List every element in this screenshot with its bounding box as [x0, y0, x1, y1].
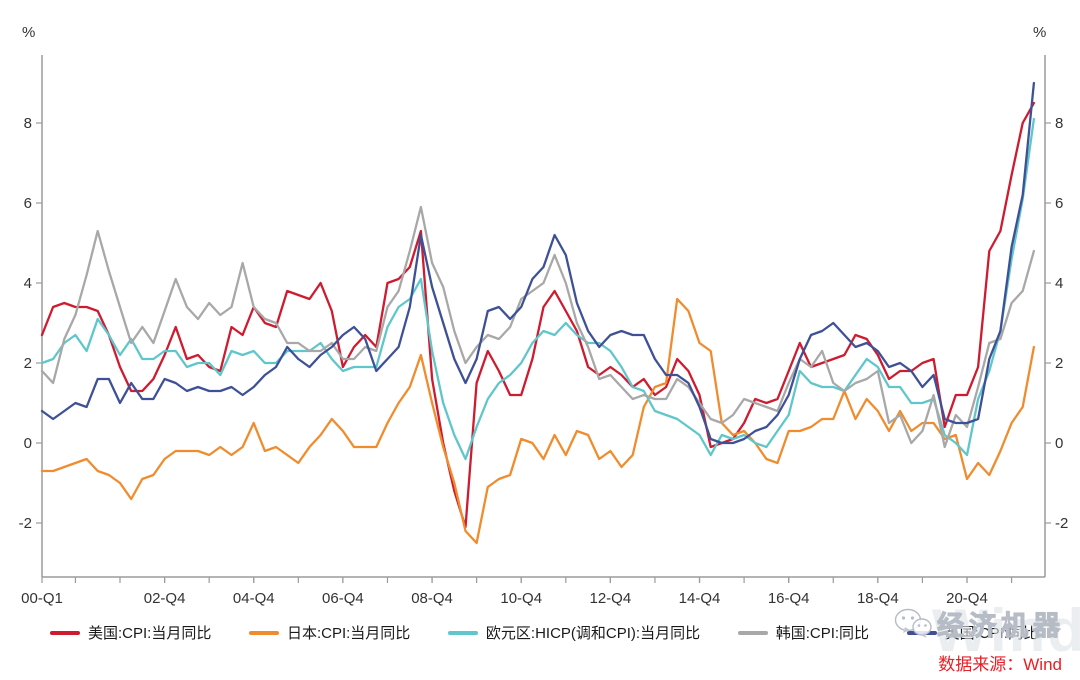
x-axis-tick-label: 10-Q4 — [500, 590, 542, 607]
x-axis-tick-label: 02-Q4 — [144, 590, 186, 607]
legend-label-us: 美国:CPI:当月同比 — [88, 625, 212, 642]
x-axis-tick-label: 06-Q4 — [322, 590, 364, 607]
x-axis-tick-label: 14-Q4 — [679, 590, 721, 607]
x-axis-tick-label: 16-Q4 — [768, 590, 810, 607]
y-axis-tick-label-right: 2 — [1055, 355, 1063, 372]
chart-legend: 美国:CPI:当月同比 日本:CPI:当月同比 欧元区:HICP(调和CPI):… — [50, 622, 1038, 643]
legend-swatch-japan — [248, 630, 279, 635]
x-axis-tick-label: 18-Q4 — [857, 590, 899, 607]
y-axis-tick-label-left: -2 — [19, 515, 32, 532]
data-source-note: 数据来源：Wind — [938, 655, 1062, 674]
right-axis-unit-label: % — [1033, 24, 1047, 41]
legend-swatch-eurozone — [447, 630, 478, 635]
y-axis-tick-label-right: 8 — [1055, 115, 1063, 132]
legend-item-us: 美国:CPI:当月同比 — [50, 622, 211, 643]
y-axis-tick-label-left: 4 — [24, 275, 32, 292]
series-line-1 — [40, 297, 1036, 545]
x-axis-tick-label: 04-Q4 — [233, 590, 275, 607]
y-axis-tick-label-right: 0 — [1055, 435, 1063, 452]
series-line-4 — [40, 81, 1036, 445]
legend-label-korea: 韩国:CPI:同比 — [775, 625, 870, 642]
y-axis-tick-label-left: 0 — [24, 435, 32, 452]
y-axis-tick-label-left: 8 — [24, 115, 32, 132]
left-axis-unit-label: % — [22, 24, 36, 41]
legend-swatch-us — [50, 630, 80, 635]
y-axis-tick-label-left: 6 — [24, 195, 32, 212]
legend-item-eurozone: 欧元区:HICP(调和CPI):当月同比 — [447, 622, 701, 643]
legend-label-uk: 英国:CPI:同比 — [944, 625, 1038, 642]
x-axis-tick-label: 08-Q4 — [411, 590, 453, 607]
wind-watermark: Wind — [931, 597, 1080, 664]
x-axis-tick-label: 20-Q4 — [946, 590, 988, 607]
legend-swatch-korea — [737, 630, 768, 635]
legend-label-eurozone: 欧元区:HICP(调和CPI):当月同比 — [485, 625, 701, 642]
series-line-0 — [40, 101, 1036, 529]
legend-label-japan: 日本:CPI:当月同比 — [286, 625, 411, 642]
series-line-2 — [40, 117, 1036, 461]
y-axis-tick-label-right: 4 — [1055, 275, 1063, 292]
cpi-line-plot: -2 -2 0 0 2 2 4 4 6 6 8 8 00-Q1 02-Q4 04-Q4 06-Q4 08-Q4 1… — [19, 55, 1068, 607]
x-axis-tick-label: 12-Q4 — [590, 590, 632, 607]
legend-item-japan: 日本:CPI:当月同比 — [248, 622, 411, 643]
y-axis-tick-label-left: 2 — [24, 355, 32, 372]
series-line-3 — [40, 205, 1036, 449]
legend-item-korea: 韩国:CPI:同比 — [737, 622, 870, 643]
y-axis-tick-label-right: -2 — [1055, 515, 1068, 532]
y-axis-tick-label-right: 6 — [1055, 195, 1063, 212]
x-axis-tick-label: 00-Q1 — [21, 590, 63, 607]
